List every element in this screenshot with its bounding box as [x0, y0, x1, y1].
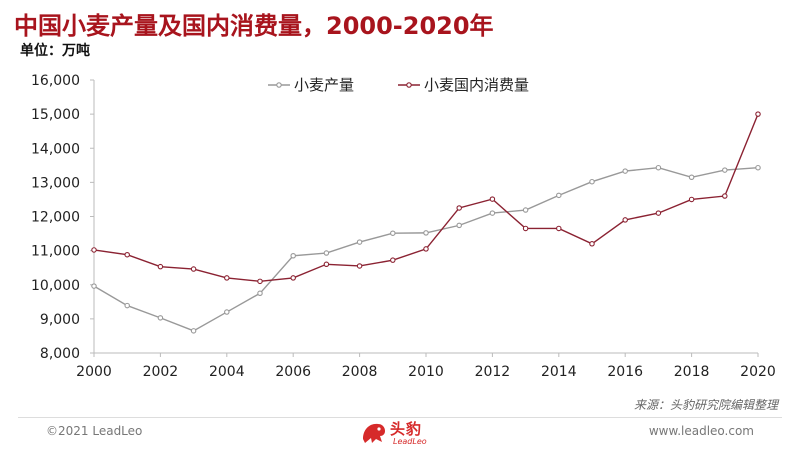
data-point	[390, 230, 396, 236]
page-title: 中国小麦产量及国内消费量，2000-2020年	[14, 12, 494, 40]
data-point	[124, 251, 130, 258]
logo-subtext: LeadLeo	[393, 437, 427, 446]
y-tick-label: 15,000	[31, 107, 80, 123]
x-tick-label: 2018	[674, 364, 710, 380]
data-point	[290, 275, 296, 281]
data-point	[622, 168, 628, 174]
series-2	[91, 111, 761, 285]
y-tick-label: 9,000	[40, 312, 80, 328]
data-point	[489, 210, 496, 216]
data-point	[224, 309, 230, 315]
data-point	[124, 302, 130, 309]
legend-label: 小麦国内消费量	[424, 76, 529, 94]
data-point	[91, 283, 97, 289]
legend-item-2: 小麦国内消费量	[398, 76, 529, 94]
chart-legend: 小麦产量 小麦国内消费量	[268, 76, 529, 94]
x-tick-label: 2008	[342, 364, 378, 380]
data-point	[522, 207, 529, 213]
unit-label: 单位：万吨	[20, 43, 90, 59]
data-point	[589, 241, 595, 247]
data-point	[722, 167, 728, 173]
data-point	[190, 266, 197, 272]
data-point	[722, 193, 728, 199]
data-point	[556, 192, 562, 199]
data-point	[755, 164, 761, 171]
legend-swatch-marker	[406, 82, 412, 88]
y-tick-label: 11,000	[31, 244, 80, 260]
y-tick-label: 12,000	[31, 210, 80, 226]
x-tick-label: 2010	[408, 364, 444, 380]
data-point	[589, 178, 595, 185]
x-tick-label: 2020	[740, 364, 776, 380]
data-point	[755, 111, 761, 117]
chart-series	[91, 111, 761, 334]
data-point	[489, 196, 496, 202]
data-point	[356, 239, 363, 245]
x-tick-label: 2004	[209, 364, 245, 380]
data-point	[456, 205, 462, 211]
legend-item-1: 小麦产量	[268, 76, 354, 94]
copyright-text: ©2021 LeadLeo	[46, 424, 143, 438]
data-point	[423, 246, 429, 252]
data-point	[655, 164, 662, 171]
y-tick-label: 14,000	[31, 141, 80, 157]
data-point	[224, 275, 230, 281]
data-point	[91, 247, 97, 253]
series-line	[93, 113, 759, 283]
legend-swatch-marker	[276, 82, 282, 88]
x-tick-label: 2006	[275, 364, 311, 380]
data-point	[688, 174, 695, 181]
data-point	[323, 261, 330, 268]
y-tick-label: 13,000	[31, 175, 80, 191]
data-point	[157, 263, 164, 270]
leopard-icon	[363, 423, 385, 443]
data-point	[323, 250, 330, 256]
data-point	[522, 225, 529, 232]
data-point	[257, 290, 263, 297]
data-point	[190, 328, 197, 334]
y-tick-label: 8,000	[40, 346, 80, 362]
leadleo-logo: 头豹 LeadLeo	[360, 417, 450, 449]
logo-text: 头豹	[390, 420, 423, 438]
x-tick-label: 2014	[541, 364, 577, 380]
y-tick-label: 10,000	[31, 278, 80, 294]
x-tick-label: 2002	[143, 364, 179, 380]
data-point	[655, 210, 662, 216]
data-point	[390, 257, 396, 263]
data-point	[157, 315, 164, 321]
x-tick-label: 2000	[76, 364, 112, 380]
website-link[interactable]: www.leadleo.com	[648, 424, 754, 438]
y-tick-label: 16,000	[31, 73, 80, 89]
data-point	[257, 278, 263, 285]
data-point	[688, 196, 695, 203]
data-point	[423, 230, 429, 236]
data-point	[456, 222, 462, 229]
series-1	[91, 164, 761, 334]
chart-axes: 8,000 9,000 10,000 11,000 12,000 13,000 14,000…	[31, 73, 776, 380]
data-point	[622, 217, 628, 223]
data-point	[290, 252, 296, 259]
x-tick-label: 2012	[475, 364, 511, 380]
legend-label: 小麦产量	[294, 76, 354, 94]
data-point	[556, 225, 562, 232]
x-tick-label: 2016	[607, 364, 643, 380]
source-note: 来源：头豹研究院编辑整理	[633, 398, 778, 412]
footer-divider	[18, 417, 782, 418]
data-point	[356, 263, 363, 269]
